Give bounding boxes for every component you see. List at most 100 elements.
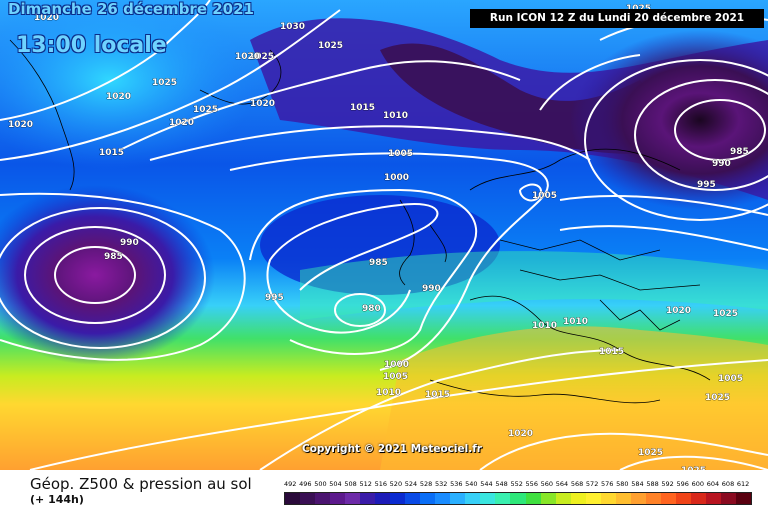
legend-color-bar <box>284 492 752 505</box>
pressure-label: 1025 <box>318 41 343 51</box>
map-canvas: 1020102010251020101510251020102510201030… <box>0 0 768 470</box>
pressure-label: 1020 <box>235 52 260 62</box>
pressure-label: 1000 <box>384 173 409 183</box>
pressure-label: 1020 <box>8 120 33 130</box>
legend-swatch <box>405 493 421 504</box>
pressure-label: 985 <box>104 252 123 262</box>
legend-swatch <box>555 493 571 504</box>
pressure-label: 985 <box>369 258 388 268</box>
legend-label: 544 <box>480 480 493 488</box>
legend-swatch <box>660 493 676 504</box>
legend-swatch <box>675 493 691 504</box>
legend-label: 516 <box>374 480 387 488</box>
pressure-label: 1015 <box>350 103 375 113</box>
legend-swatch <box>510 493 526 504</box>
pressure-label: 1020 <box>34 13 59 23</box>
legend-swatch <box>315 493 331 504</box>
legend-swatch <box>495 493 511 504</box>
legend-label: 532 <box>434 480 448 488</box>
legend-label: 576 <box>601 480 614 488</box>
legend-swatch <box>600 493 616 504</box>
legend-label: 548 <box>495 480 508 488</box>
pressure-label: 1025 <box>713 309 738 319</box>
map-footer: Géop. Z500 & pression au sol (+ 144h) 49… <box>0 470 768 512</box>
legend-label: 568 <box>570 480 584 488</box>
legend-label: 500 <box>314 480 327 488</box>
legend-swatch <box>720 493 736 504</box>
legend-label: 572 <box>585 480 599 488</box>
pressure-label: 1025 <box>152 78 177 88</box>
legend-swatch <box>330 493 346 504</box>
legend-swatch <box>300 493 316 504</box>
pressure-label: 1025 <box>249 52 274 62</box>
pressure-label: 1020 <box>508 429 533 439</box>
pressure-labels: 1020102010251020101510251020102510201030… <box>8 4 749 470</box>
pressure-label: 1020 <box>666 306 691 316</box>
pressure-label: 1010 <box>563 317 588 327</box>
legend-labels: 492 496 500 504 508 512 516 520 524 528 532 536 540 5… <box>284 480 752 490</box>
legend-label: 604 <box>706 480 720 488</box>
legend-label: 528 <box>419 480 433 488</box>
legend-label: 608 <box>721 480 735 488</box>
legend-swatch <box>690 493 706 504</box>
legend-label: 496 <box>299 480 312 488</box>
pressure-label: 1020 <box>169 118 194 128</box>
legend-label: 600 <box>691 480 705 488</box>
forecast-time: 13:00 locale <box>16 33 167 58</box>
legend-label: 492 <box>284 480 297 488</box>
legend-swatch <box>450 493 466 504</box>
pressure-label: 1005 <box>532 191 557 201</box>
pressure-label: 1015 <box>99 148 124 158</box>
pressure-label: 1005 <box>388 149 413 159</box>
legend-swatch <box>345 493 361 504</box>
legend-swatch <box>525 493 541 504</box>
legend-label: 580 <box>616 480 629 488</box>
legend-label: 512 <box>359 480 372 488</box>
legend-label: 536 <box>450 480 463 488</box>
legend-label: 596 <box>676 480 689 488</box>
pressure-label: 1025 <box>705 393 730 403</box>
legend-swatch <box>420 493 436 504</box>
pressure-label: 995 <box>697 180 716 190</box>
legend-label: 560 <box>540 480 554 488</box>
color-legend: 492 496 500 504 508 512 516 520 524 528 532 536 540 5… <box>284 480 752 512</box>
legend-label: 524 <box>404 480 418 488</box>
pressure-label: 1010 <box>532 321 557 331</box>
legend-swatch <box>705 493 721 504</box>
legend-label: 504 <box>329 480 342 488</box>
pressure-label: 990 <box>712 159 731 169</box>
forecast-offset: (+ 144h) <box>30 493 84 506</box>
forecast-date: Dimanche 26 décembre 2021 <box>8 0 254 18</box>
legend-swatch <box>540 493 556 504</box>
pressure-label: 1005 <box>383 372 408 382</box>
legend-label: 556 <box>525 480 538 488</box>
legend-label: 540 <box>465 480 478 488</box>
legend-swatch <box>585 493 601 504</box>
pressure-label: 1000 <box>384 360 409 370</box>
legend-label: 612 <box>736 480 750 488</box>
pressure-label: 1015 <box>425 390 450 400</box>
legend-swatch <box>480 493 496 504</box>
pressure-label: 1010 <box>376 388 401 398</box>
pressure-label: 1020 <box>250 99 275 109</box>
pressure-label: 990 <box>120 238 139 248</box>
pressure-label: 1025 <box>638 448 663 458</box>
pressure-label: 1030 <box>280 22 305 32</box>
legend-swatch <box>645 493 661 504</box>
legend-swatch <box>285 493 301 504</box>
pressure-label: 1020 <box>106 92 131 102</box>
legend-label: 564 <box>555 480 569 488</box>
legend-swatch <box>360 493 376 504</box>
coastlines <box>9 39 711 404</box>
legend-swatch <box>465 493 481 504</box>
legend-swatch <box>375 493 391 504</box>
legend-swatch <box>570 493 586 504</box>
legend-label: 588 <box>646 480 659 488</box>
pressure-label: 1025 <box>681 466 706 470</box>
legend-label: 584 <box>631 480 644 488</box>
pressure-label: 1025 <box>193 105 218 115</box>
legend-label: 552 <box>510 480 523 488</box>
pressure-label: 985 <box>730 147 749 157</box>
pressure-label: 990 <box>422 284 441 294</box>
